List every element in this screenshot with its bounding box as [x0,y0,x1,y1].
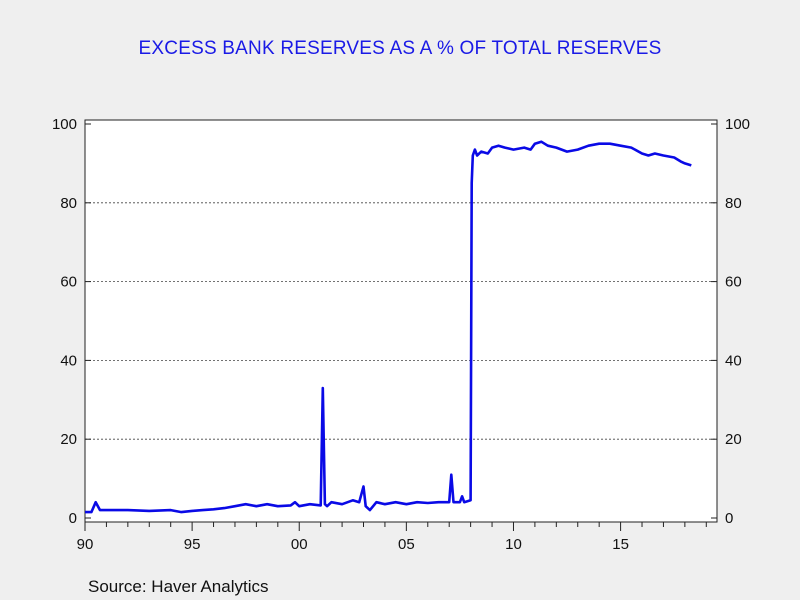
x-axis-ticks: 90 95 00 05 10 15 [77,522,707,553]
x-tick-label: 95 [184,536,201,553]
grid-lines [85,202,717,440]
y-tick-label-left: 100 [52,116,77,133]
y-axis-ticks: 0 0 20 20 40 40 60 60 80 80 100 100 [52,116,750,527]
y-tick-label-right: 80 [725,195,742,212]
x-tick-label: 10 [505,536,522,553]
y-tick-label-right: 60 [725,274,742,291]
x-tick-label: 15 [612,536,629,553]
y-tick-label-right: 100 [725,116,750,133]
y-tick-label-left: 80 [60,195,77,212]
x-tick-label: 00 [291,536,308,553]
plot-area [84,119,718,523]
y-tick-label-left: 40 [60,352,77,369]
x-tick-label: 05 [398,536,415,553]
y-tick-label-right: 0 [725,510,733,527]
y-tick-label-right: 20 [725,431,742,448]
y-tick-label-left: 20 [60,431,77,448]
y-tick-label-right: 40 [725,352,742,369]
x-tick-label: 90 [77,536,94,553]
source-note: Source: Haver Analytics [88,577,269,596]
y-tick-label-left: 0 [69,510,77,527]
y-tick-label-left: 60 [60,274,77,291]
series-line [85,140,692,514]
chart-title: EXCESS BANK RESERVES AS A % OF TOTAL RES… [138,38,662,59]
